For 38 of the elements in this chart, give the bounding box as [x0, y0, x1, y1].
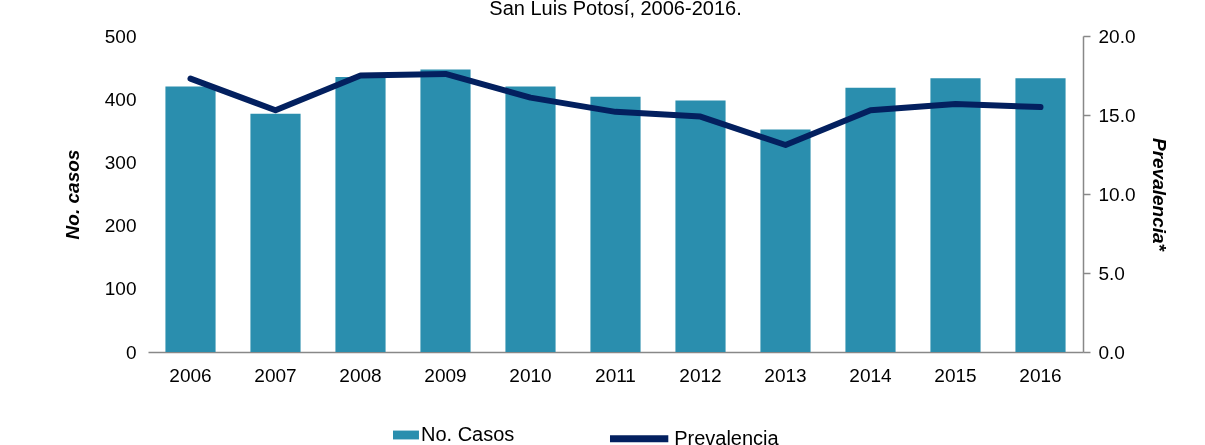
bar [930, 78, 981, 352]
bar [675, 100, 726, 352]
bar [1015, 78, 1066, 352]
y-tick-label: 0 [125, 341, 137, 363]
bar [845, 87, 896, 352]
x-tick-label: 2014 [849, 364, 893, 386]
bar [760, 129, 811, 352]
y2-tick-label: 20.0 [1098, 25, 1136, 47]
bar [420, 69, 471, 352]
y-tick-label: 300 [104, 151, 137, 173]
bar [590, 96, 641, 352]
x-tick-label: 2016 [1019, 364, 1062, 386]
x-tick-label: 2006 [169, 364, 212, 386]
y-tick-label: 100 [104, 278, 137, 300]
bar [165, 86, 216, 352]
x-tick-label: 2007 [254, 364, 297, 386]
x-tick-label: 2009 [424, 364, 467, 386]
bar [250, 113, 301, 352]
x-tick-label: 2010 [509, 364, 552, 386]
legend-label: No. Casos [420, 423, 515, 445]
bar [335, 77, 386, 352]
x-tick-label: 2012 [679, 364, 722, 386]
y2-tick-label: 10.0 [1098, 183, 1136, 205]
y-tick-label: 400 [104, 88, 137, 110]
y2-tick-label: 15.0 [1098, 104, 1136, 126]
y2-tick-label: 5.0 [1098, 262, 1125, 284]
y2-axis-title: Prevalencia* [1149, 137, 1171, 253]
y-axis-title: No. casos [61, 149, 83, 240]
y2-tick-label: 0.0 [1098, 341, 1125, 363]
x-tick-label: 2013 [764, 364, 807, 386]
y-tick-label: 500 [104, 25, 137, 47]
x-tick-label: 2011 [595, 364, 636, 386]
legend-label: Prevalencia [674, 426, 780, 445]
y-tick-label: 200 [104, 215, 137, 237]
chart-title: San Luis Potosí, 2006-2016. [489, 0, 742, 19]
x-tick-label: 2008 [339, 364, 382, 386]
x-tick-label: 2015 [934, 364, 977, 386]
bar [505, 86, 556, 352]
